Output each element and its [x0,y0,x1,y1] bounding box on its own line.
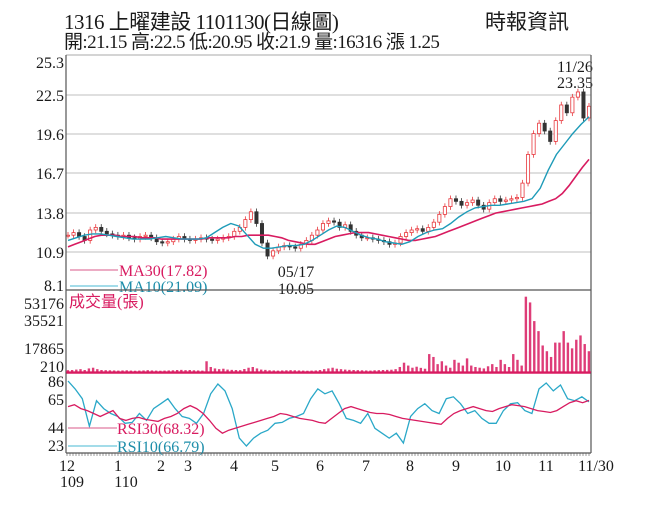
svg-text:13.8: 13.8 [36,206,64,223]
svg-text:8.1: 8.1 [44,278,64,295]
svg-text:19.6: 19.6 [36,127,64,144]
svg-text:210: 210 [40,359,64,376]
svg-text:17865: 17865 [24,341,64,358]
volume-title: 成交量(張) [69,293,144,311]
svg-text:2: 2 [157,458,165,475]
ma10-line [67,116,590,249]
source-brand: 時報資訊 [485,10,569,34]
svg-text:65: 65 [48,392,64,409]
svg-text:1: 1 [114,458,122,475]
year-label-109: 109 [60,474,84,491]
legend-rsi30: RSI30(68.32) [117,421,205,438]
low-date-label: 05/17 [278,264,314,281]
svg-text:9: 9 [452,458,460,475]
rsi-y-axis: 86 65 44 23 [48,374,64,455]
svg-text:44: 44 [48,420,64,437]
svg-text:10.9: 10.9 [36,245,64,262]
legend-ma30: MA30(17.82) [119,263,207,280]
svg-text:5: 5 [271,458,279,475]
chart-title: 1316 上曜建設 1101130(日線圖) [64,10,339,34]
svg-text:4: 4 [230,458,238,475]
volume-bars [66,296,591,373]
svg-text:6: 6 [316,458,324,475]
svg-text:35521: 35521 [24,313,64,330]
svg-text:25.3: 25.3 [36,55,64,72]
ohlc-stats: 開:21.15 高:22.5 低:20.95 收:21.9 量:16316 漲 … [64,32,440,53]
volume-y-axis: 53176 35521 17865 210 [24,296,64,376]
svg-text:53176: 53176 [24,296,64,313]
svg-text:10: 10 [495,458,511,475]
candlesticks [66,88,592,260]
price-y-axis: 25.3 22.5 19.6 16.7 13.8 10.9 8.1 [36,55,64,295]
year-label-110: 110 [114,474,137,491]
high-date-label: 11/26 [557,59,593,76]
svg-text:11/30: 11/30 [578,458,614,475]
svg-text:8: 8 [406,458,414,475]
legend-ma10: MA10(21.09) [119,279,207,296]
legend-rsi10: RSI10(66.79) [117,439,205,456]
svg-text:11: 11 [538,458,553,475]
svg-text:7: 7 [362,458,370,475]
rsi30-line [67,399,590,434]
price-gridlines [66,94,591,253]
x-axis-labels: 12 1 2 3 4 5 6 7 8 9 10 11 11/30 109 110 [59,458,614,491]
svg-text:12: 12 [59,458,75,475]
svg-text:23: 23 [48,438,64,455]
rsi10-line [67,380,590,447]
chart-frame [65,54,592,454]
x-axis-ticks [66,453,590,456]
high-value-label: 23.35 [557,75,593,92]
ma-legend: MA30(17.82) MA10(21.09) [70,263,207,296]
svg-text:16.7: 16.7 [36,166,64,183]
svg-text:86: 86 [48,374,64,391]
rsi-legend: RSI30(68.32) RSI10(66.79) [68,421,205,456]
svg-text:3: 3 [184,458,192,475]
svg-text:22.5: 22.5 [36,88,64,105]
